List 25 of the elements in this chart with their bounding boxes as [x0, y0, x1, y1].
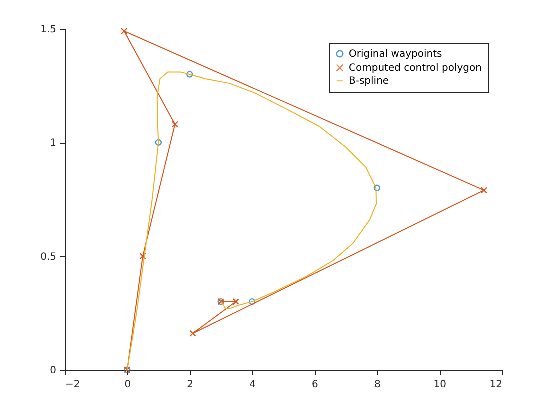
x-tick-label: 6 — [312, 380, 318, 390]
point — [190, 330, 196, 337]
point — [120, 28, 128, 35]
legend-label: B-spline — [349, 76, 390, 87]
x-tick-label: 2 — [187, 380, 194, 390]
legend-label: Original waypoints — [349, 49, 442, 60]
y-tick-label: 0.5 — [40, 252, 56, 263]
x-tick-label: 0 — [124, 380, 132, 390]
x-tick-label: 10 — [434, 380, 446, 390]
x-tick-label: 12 — [490, 380, 502, 390]
point — [155, 139, 162, 146]
point — [172, 121, 179, 128]
y-tick-label: 1.5 — [40, 24, 56, 36]
point — [186, 71, 194, 78]
y-tick-label: 0 — [50, 366, 56, 376]
point — [140, 252, 146, 260]
x-tick-label: −2 — [66, 380, 80, 390]
point — [480, 187, 488, 194]
point — [232, 298, 240, 306]
point — [374, 184, 380, 192]
x-tick-label: 8 — [374, 380, 381, 390]
legend-label: Computed control polygon — [349, 63, 482, 74]
point — [248, 298, 256, 306]
x-tick-label: 4 — [250, 380, 256, 390]
y-tick-label: 1 — [50, 138, 56, 150]
